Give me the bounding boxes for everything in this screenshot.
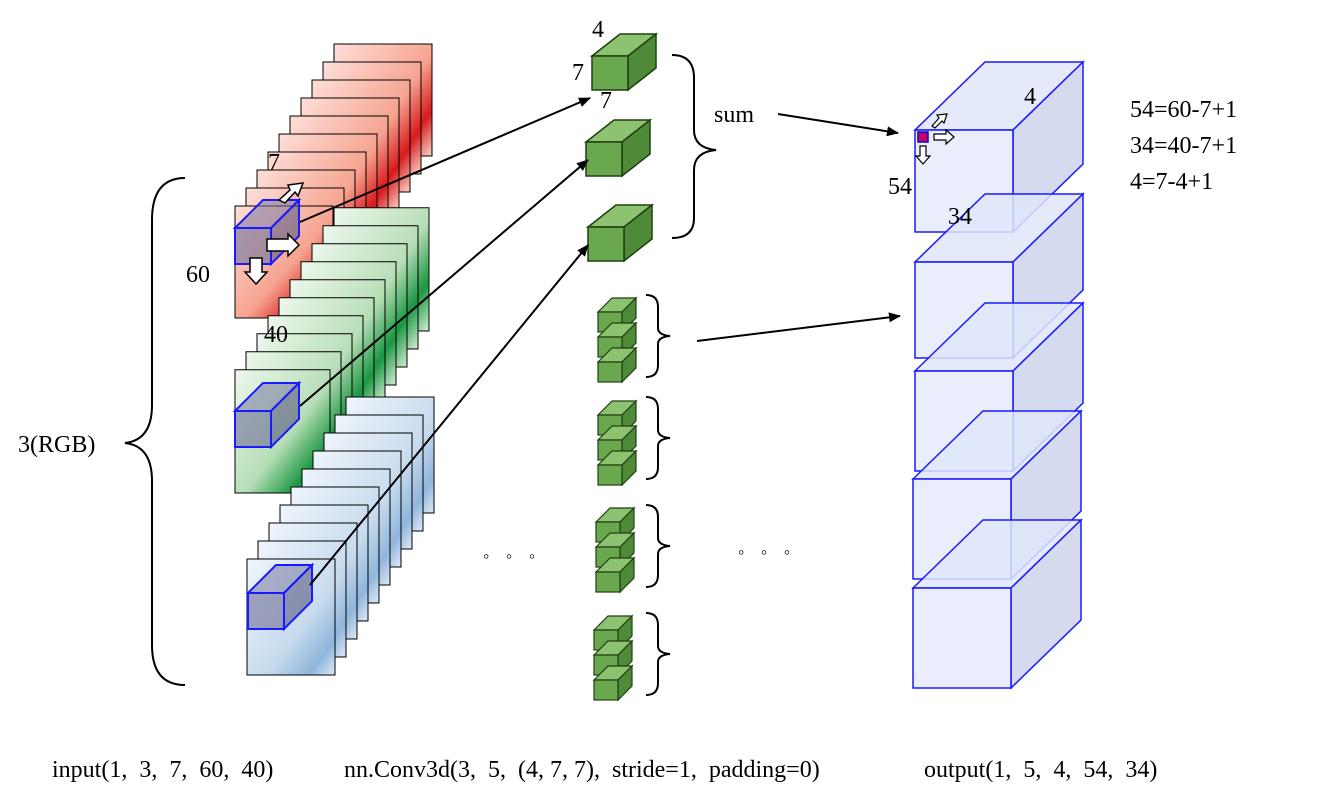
caption-output: output(1, 5, 4, 54, 34) (924, 757, 1157, 783)
ellipsis-input: ◦ ◦ ◦ (483, 546, 541, 566)
small-kernel-braces (645, 294, 671, 696)
kernel-depth-label: 4 (592, 17, 604, 43)
output-blocks (911, 60, 1085, 690)
kernel-cube-small (596, 449, 638, 487)
arrow-input-r-to-kernel (299, 97, 591, 223)
input-depth-label: 7 (268, 150, 280, 176)
arrow-input-g-to-kernel (299, 159, 589, 407)
equation-height: 54=60-7+1 (1130, 97, 1237, 123)
equation-depth: 4=7-4+1 (1130, 169, 1213, 195)
output-depth-label: 4 (1024, 84, 1036, 110)
kernel-cube-small (592, 664, 634, 702)
arrow-kernel-to-output (696, 312, 901, 342)
slide-arrow-down-icon (243, 257, 269, 286)
small-kernel-brace (645, 504, 671, 588)
channels-brace (124, 177, 186, 686)
input-kernel-cubes (232, 197, 315, 632)
kernel-cube-small (596, 346, 638, 384)
kernel-cube-small (596, 321, 638, 359)
slide-arrow-depth-icon (277, 182, 305, 204)
input-kernel-cube (245, 562, 315, 632)
arrow-sum-to-output (777, 113, 899, 137)
output-width-label: 34 (948, 204, 972, 230)
input-height-label: 60 (186, 262, 210, 288)
slide-arrows-input (243, 182, 305, 286)
kernel-width-label: 7 (600, 88, 612, 114)
output-slide-right-icon (933, 128, 955, 146)
caption-conv: nn.Conv3d(3, 5, (4, 7, 7), stride=1, pad… (344, 757, 820, 783)
equation-width: 34=40-7+1 (1130, 133, 1237, 159)
small-kernel-brace (645, 294, 671, 378)
input-kernel-cube (232, 380, 302, 450)
small-kernel-brace (645, 396, 671, 480)
output-element-cube (917, 131, 929, 143)
kernel-cube (583, 118, 653, 178)
slide-arrow-right-icon (266, 232, 301, 258)
input-width-label: 40 (264, 322, 288, 348)
caption-input: input(1, 3, 7, 60, 40) (52, 757, 273, 783)
output-block (911, 518, 1083, 690)
output-slide-down-icon (914, 145, 932, 165)
arrow-input-b-to-kernel (309, 244, 589, 586)
kernel-cube (589, 32, 659, 92)
output-height-label: 54 (888, 174, 912, 200)
sum-brace (671, 54, 717, 239)
kernel-cubes-main (583, 32, 659, 263)
kernel-height-label: 7 (572, 60, 584, 86)
kernel-cube-small (594, 556, 636, 594)
ellipsis-output: ◦ ◦ ◦ (738, 542, 796, 562)
kernel-cubes-small (592, 296, 638, 702)
sum-label: sum (714, 102, 754, 128)
output-slide-depth-icon (931, 113, 948, 129)
kernel-cube (585, 203, 655, 263)
small-kernel-brace (645, 612, 671, 696)
output-element (914, 113, 955, 165)
channels-label: 3(RGB) (18, 432, 95, 458)
